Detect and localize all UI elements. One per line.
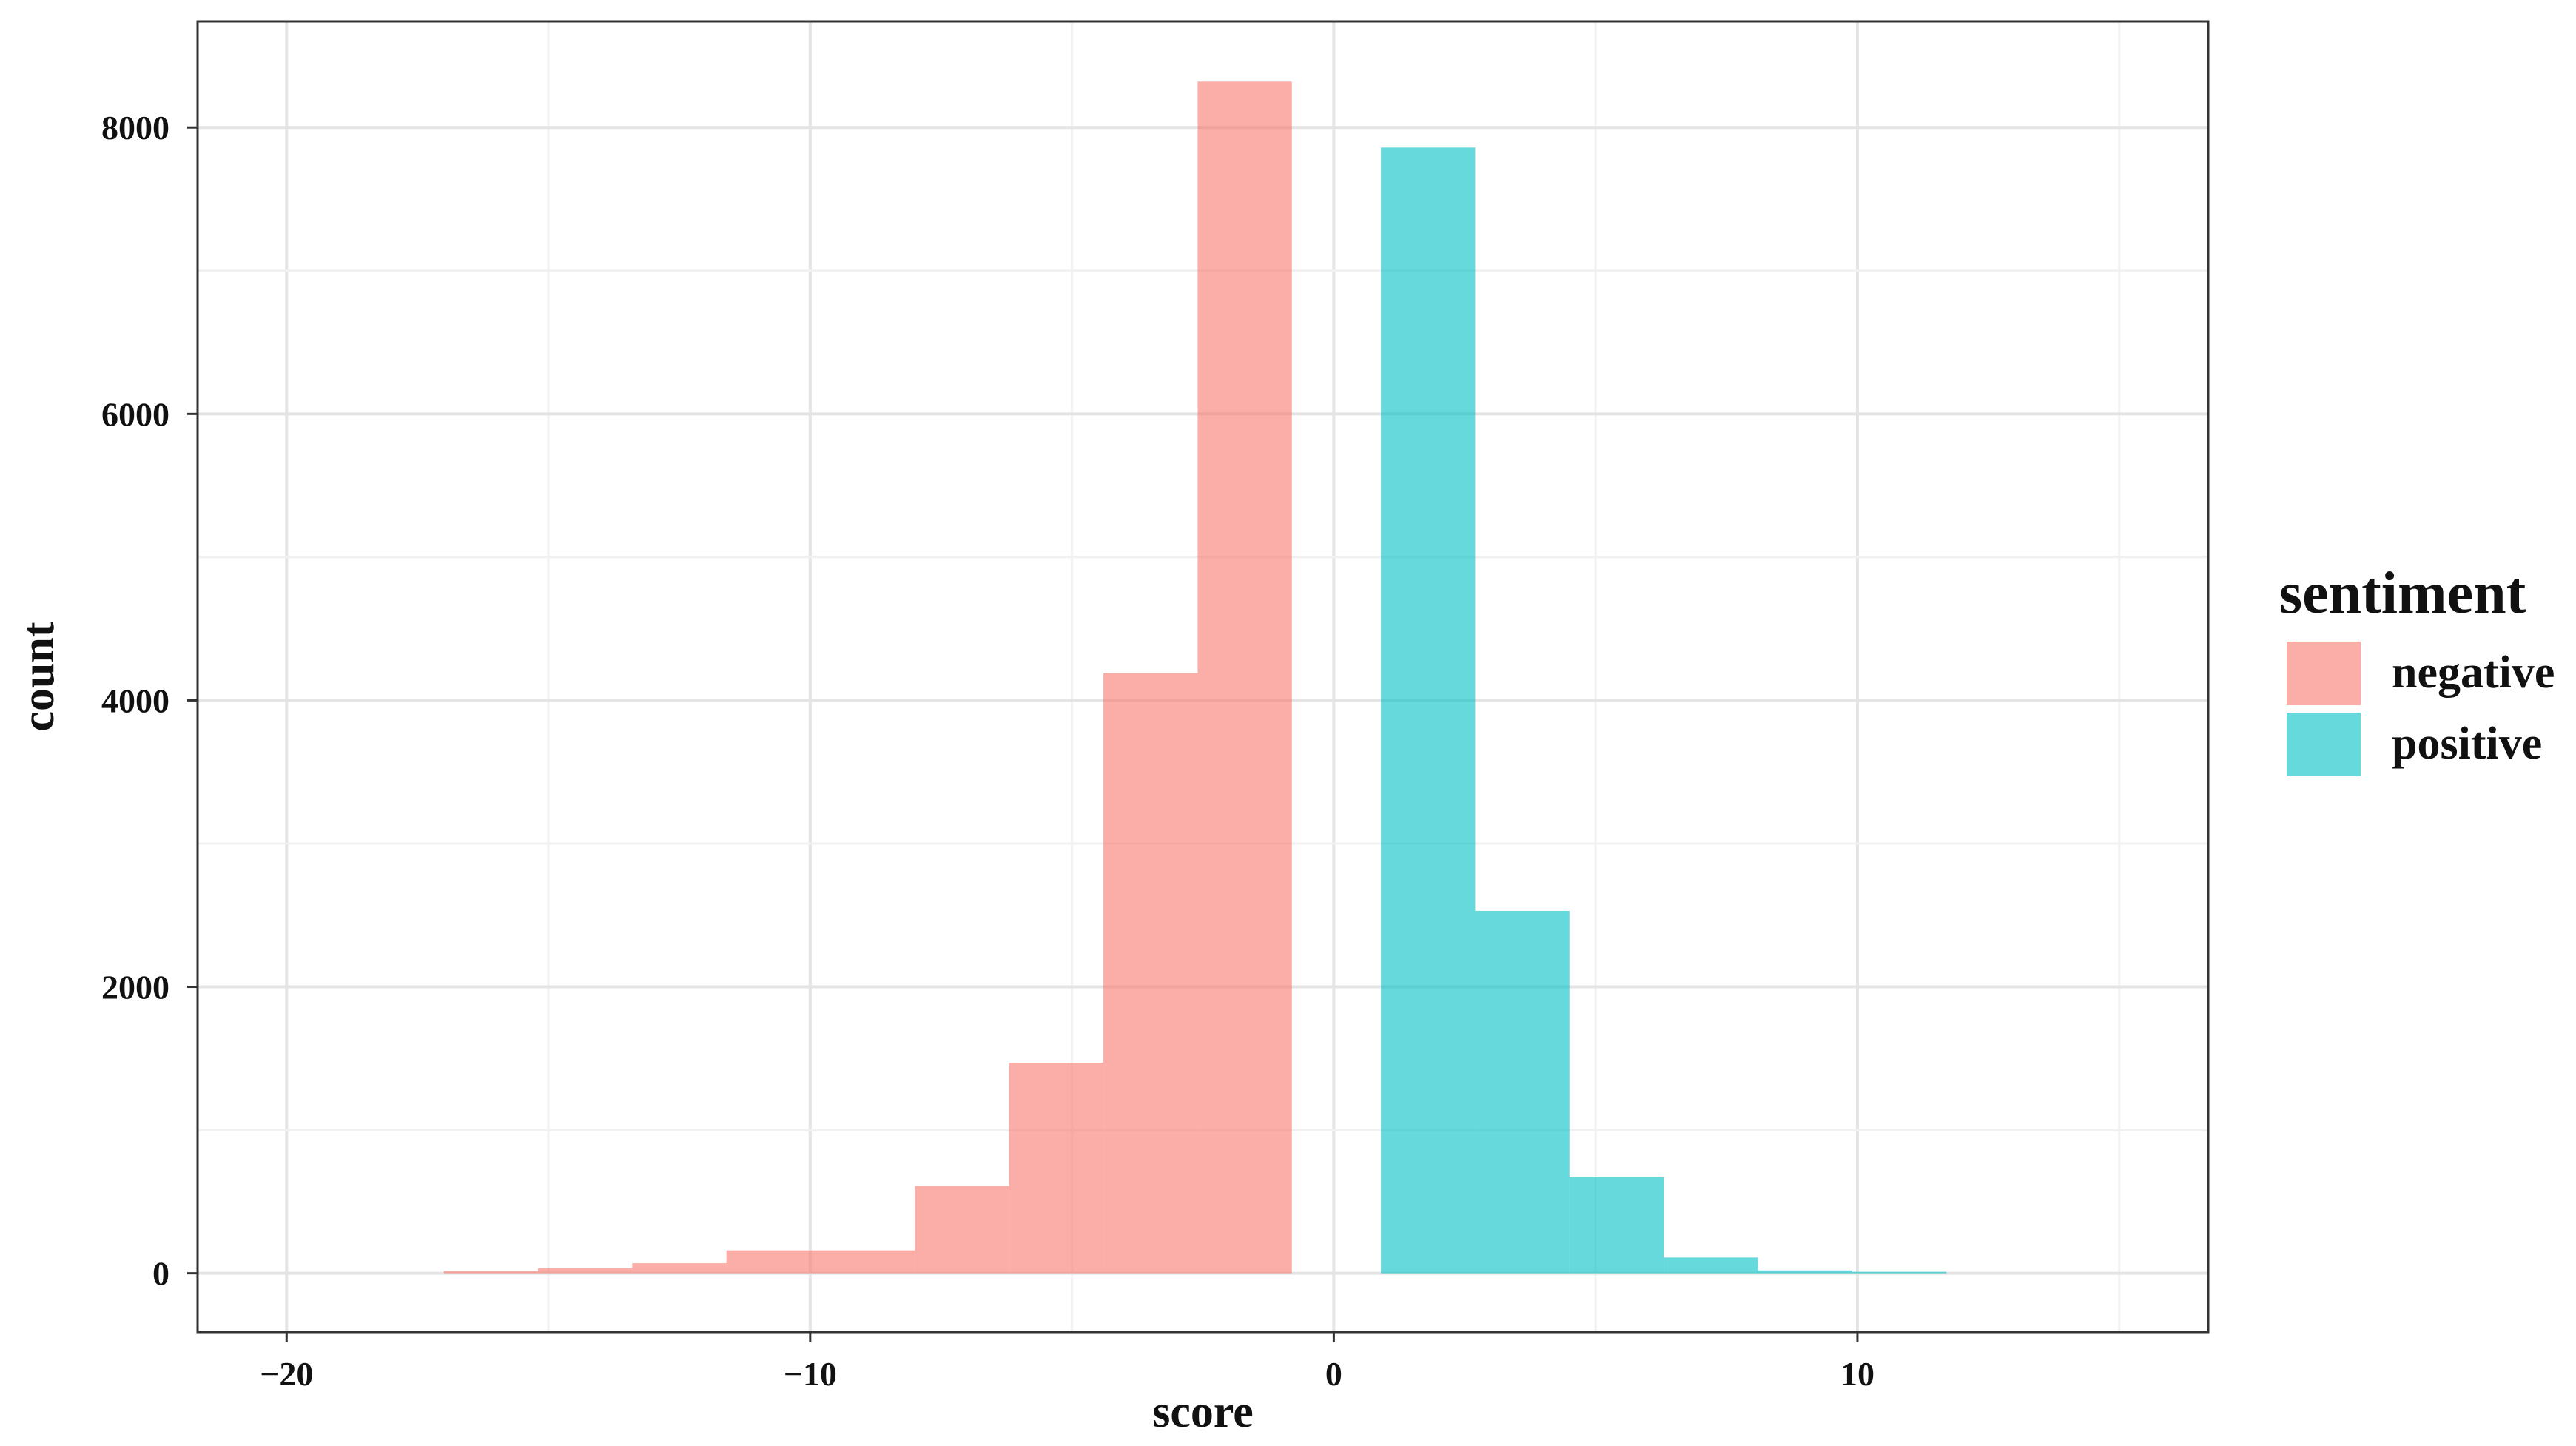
legend-title: sentiment	[2279, 561, 2526, 626]
y-axis-title: count	[13, 622, 64, 731]
plot-panel-border	[196, 20, 2210, 1334]
axis-ticks: −20 −10 0 10 0 2000 4000 6000 8000	[101, 109, 1874, 1393]
bars	[443, 81, 1947, 1274]
x-tick-label: 0	[1325, 1355, 1342, 1393]
bar-negative-7	[1103, 673, 1198, 1274]
y-tick-label: 0	[152, 1255, 169, 1293]
bar-negative-4	[820, 1250, 915, 1274]
legend-items: negative positive	[2287, 642, 2555, 776]
legend-label-positive: positive	[2392, 719, 2542, 769]
y-tick-label: 6000	[101, 395, 169, 433]
bar-positive-4	[1758, 1270, 1852, 1274]
legend: sentiment negative positive	[2279, 561, 2555, 776]
bar-positive-2	[1569, 1177, 1664, 1274]
bar-positive-5	[1852, 1271, 1947, 1274]
bar-negative-5	[915, 1186, 1009, 1274]
bar-positive-3	[1664, 1257, 1758, 1274]
y-tick-label: 4000	[101, 682, 169, 719]
bar-negative-8	[1197, 81, 1292, 1274]
legend-label-negative: negative	[2392, 648, 2555, 698]
x-axis-title: score	[1152, 1387, 1254, 1437]
bar-positive-1	[1475, 910, 1570, 1274]
bar-negative-3	[726, 1250, 821, 1274]
y-tick-label: 8000	[101, 109, 169, 147]
legend-key-positive	[2287, 713, 2361, 776]
bar-negative-0	[443, 1271, 538, 1274]
bar-positive-0	[1381, 147, 1476, 1274]
x-tick-label: −10	[784, 1355, 837, 1393]
x-tick-label: 10	[1840, 1355, 1874, 1393]
y-tick-label: 2000	[101, 969, 169, 1006]
bar-negative-1	[537, 1268, 633, 1274]
legend-key-negative	[2287, 642, 2361, 705]
x-tick-label: −20	[260, 1355, 313, 1393]
bar-negative-6	[1009, 1063, 1104, 1274]
bar-negative-2	[632, 1263, 727, 1274]
